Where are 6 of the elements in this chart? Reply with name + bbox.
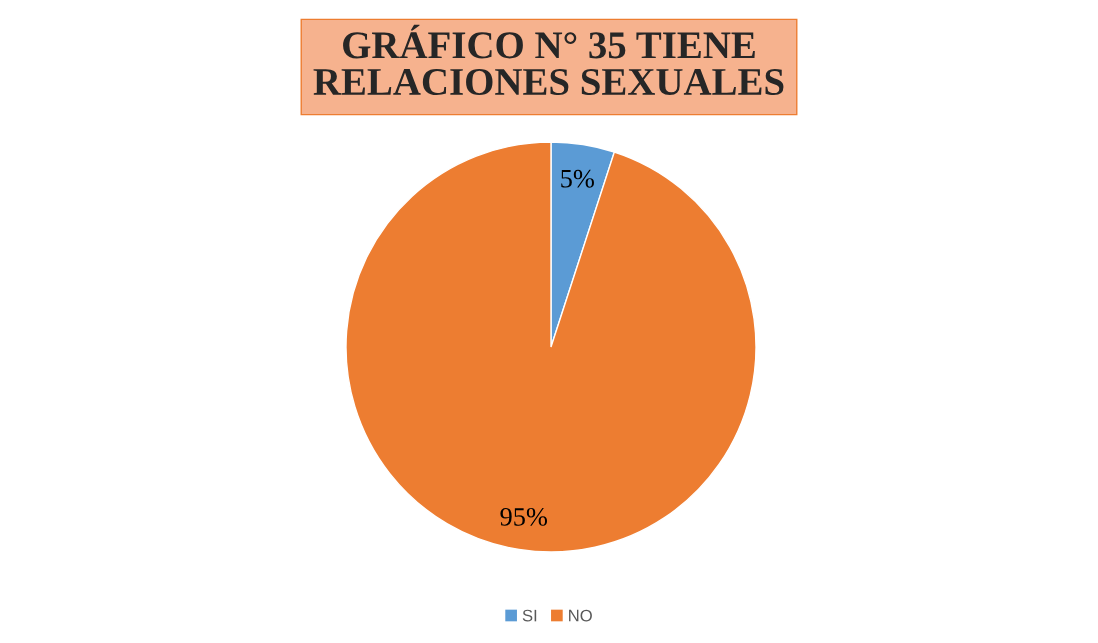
legend-label: NO: [569, 609, 592, 622]
pie-slice: [345, 141, 757, 553]
chart-title: GRÁFICO N° 35 TIENE RELACIONES SEXUALES: [313, 24, 784, 96]
data-label: 95%: [500, 507, 548, 526]
data-label: 5%: [561, 169, 594, 188]
legend-label: SI: [522, 609, 537, 622]
